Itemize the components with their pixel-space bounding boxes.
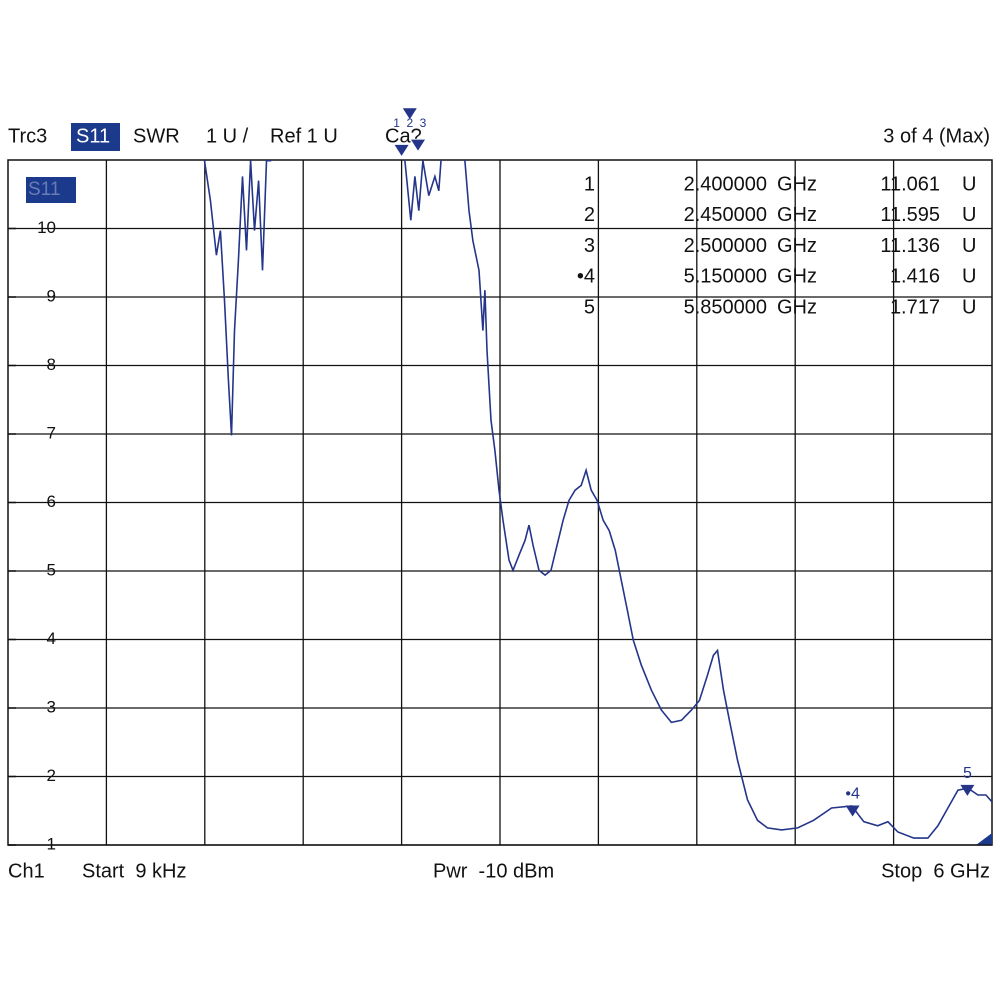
marker-value-unit: U	[962, 204, 976, 226]
trace-count: 3 of 4 (Max)	[883, 125, 990, 147]
marker-row-number: 5	[584, 296, 595, 318]
marker-number: 5	[963, 765, 972, 782]
marker-row-number: •4	[577, 266, 595, 288]
marker-frequency-unit: GHz	[777, 204, 817, 226]
ref-indicator	[976, 833, 992, 845]
marker-frequency-unit: GHz	[777, 173, 817, 195]
marker-number: 1	[393, 116, 400, 130]
marker-triangle	[394, 144, 409, 156]
y-tick-label: 2	[47, 766, 56, 785]
measurement: S11	[76, 125, 110, 147]
marker-value: 11.595	[880, 204, 940, 226]
format: SWR	[133, 125, 180, 147]
y-tick-label: 1	[47, 834, 56, 853]
y-tick-label: 6	[47, 492, 56, 511]
marker-row-number: 1	[584, 173, 595, 195]
y-tick-label: 7	[47, 423, 56, 442]
marker-value-unit: U	[962, 235, 976, 257]
marker-value: 1.717	[890, 296, 940, 318]
ref-level: Ref 1 U	[270, 125, 338, 147]
y-tick-label: 4	[47, 629, 56, 648]
marker-frequency: 5.150000	[684, 266, 767, 288]
marker-frequency: 2.450000	[684, 204, 767, 226]
channel: Ch1	[8, 860, 45, 882]
marker-value: 11.136	[880, 235, 940, 257]
start-frequency: Start 9 kHz	[82, 860, 186, 882]
marker-triangle	[845, 805, 860, 817]
power: Pwr -10 dBm	[433, 860, 554, 882]
marker-triangle	[960, 784, 975, 796]
marker-number: 2	[406, 116, 413, 130]
marker-triangle	[402, 108, 417, 120]
marker-triangle	[410, 139, 425, 151]
marker-frequency-unit: GHz	[777, 235, 817, 257]
trace-name: Trc3	[8, 125, 47, 147]
y-tick-label: 9	[47, 286, 56, 305]
y-tick-label: 3	[47, 697, 56, 716]
marker-row-number: 2	[584, 204, 595, 226]
trace-label-box	[26, 177, 76, 203]
stop-frequency: Stop 6 GHz	[881, 860, 990, 882]
marker-frequency: 2.500000	[684, 235, 767, 257]
measurement-highlight	[71, 123, 120, 151]
marker-frequency-unit: GHz	[777, 266, 817, 288]
y-tick-label: 10	[37, 218, 56, 237]
trace-label: S11	[28, 179, 60, 200]
marker-number: 3	[420, 116, 427, 130]
y-tick-label: 5	[47, 560, 56, 579]
trace-group	[203, 160, 992, 839]
marker-value: 1.416	[890, 266, 940, 288]
trace	[203, 160, 992, 839]
marker-frequency-unit: GHz	[777, 296, 817, 318]
marker-value-unit: U	[962, 266, 976, 288]
marker-value-unit: U	[962, 173, 976, 195]
scale: 1 U /	[206, 125, 249, 147]
y-tick-label: 8	[47, 355, 56, 374]
marker-value: 11.061	[880, 173, 940, 195]
marker-number: •4	[845, 786, 860, 803]
marker-frequency: 2.400000	[684, 173, 767, 195]
marker-frequency: 5.850000	[684, 296, 767, 318]
marker-value-unit: U	[962, 296, 976, 318]
marker-row-number: 3	[584, 235, 595, 257]
